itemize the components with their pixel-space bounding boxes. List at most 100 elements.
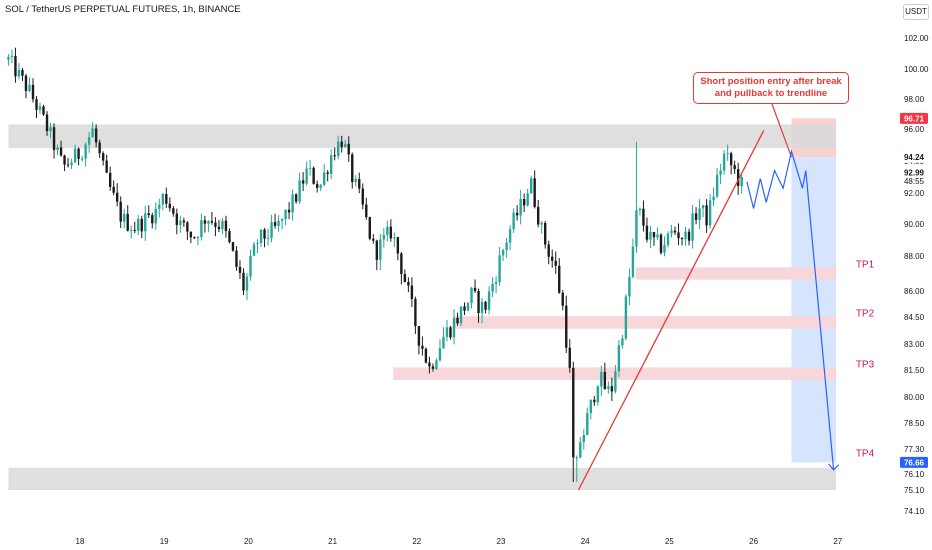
axes: 102.00100.0098.0096.0094.0092.0090.0088.… bbox=[76, 34, 929, 546]
candle bbox=[105, 154, 108, 173]
candle bbox=[154, 202, 157, 230]
x-tick-label: 20 bbox=[244, 537, 253, 546]
candle bbox=[308, 159, 312, 176]
candle bbox=[115, 183, 119, 207]
candle bbox=[228, 228, 231, 244]
x-tick-label: 18 bbox=[76, 537, 85, 546]
candle bbox=[35, 95, 38, 119]
candle bbox=[193, 236, 196, 240]
candle bbox=[659, 233, 663, 255]
trendline bbox=[577, 130, 765, 491]
candle bbox=[512, 208, 515, 233]
x-tick-label: 23 bbox=[497, 537, 506, 546]
candle bbox=[522, 193, 526, 213]
candle bbox=[561, 290, 564, 311]
y-tick-label: 100.00 bbox=[904, 65, 929, 74]
candle bbox=[631, 238, 635, 279]
candle bbox=[98, 139, 101, 158]
resistance-zone bbox=[8, 124, 837, 149]
candle bbox=[624, 294, 628, 341]
projection-path bbox=[746, 149, 835, 470]
candle bbox=[614, 364, 617, 394]
candle bbox=[165, 187, 168, 208]
y-tick-label: 84.50 bbox=[904, 313, 925, 322]
note-pointer bbox=[771, 103, 793, 158]
x-tick-label: 22 bbox=[412, 537, 421, 546]
candle bbox=[270, 214, 273, 243]
candle bbox=[603, 362, 607, 390]
candle bbox=[301, 172, 305, 192]
tp-label: TP1 bbox=[856, 260, 875, 271]
tp-label: TP3 bbox=[856, 360, 875, 371]
y-tick-label: 88.00 bbox=[904, 252, 925, 261]
candle bbox=[7, 53, 10, 66]
candle bbox=[52, 123, 56, 159]
tp-label: TP2 bbox=[856, 308, 875, 319]
candle bbox=[84, 142, 87, 167]
candle bbox=[337, 135, 340, 160]
candle bbox=[252, 241, 256, 257]
y-tick-label: 98.00 bbox=[904, 95, 925, 104]
candle bbox=[315, 180, 319, 193]
candle bbox=[175, 208, 179, 235]
candle bbox=[101, 151, 105, 166]
candle bbox=[515, 205, 519, 221]
candle bbox=[119, 196, 122, 229]
projection-arrowhead bbox=[828, 463, 840, 471]
candle bbox=[322, 163, 326, 187]
candle bbox=[435, 358, 438, 370]
candle bbox=[28, 77, 31, 93]
candle bbox=[529, 175, 533, 194]
candle bbox=[526, 188, 529, 207]
candle bbox=[466, 302, 470, 312]
candle bbox=[77, 147, 80, 166]
candle bbox=[621, 334, 624, 349]
candle bbox=[249, 249, 252, 281]
candle bbox=[263, 227, 266, 248]
candle bbox=[473, 279, 477, 293]
candle bbox=[740, 174, 743, 194]
candle bbox=[705, 199, 708, 233]
candle bbox=[182, 217, 186, 227]
candle bbox=[431, 363, 435, 372]
candle bbox=[712, 187, 715, 207]
candle bbox=[396, 236, 400, 261]
candle bbox=[224, 215, 228, 238]
price-tag-value: 94.24 bbox=[904, 153, 925, 162]
candle bbox=[424, 347, 428, 364]
drawings bbox=[577, 103, 840, 491]
candle bbox=[586, 407, 589, 436]
y-tick-label: 96.00 bbox=[904, 125, 925, 134]
candle bbox=[379, 233, 382, 271]
candle bbox=[333, 147, 336, 161]
candle bbox=[389, 219, 393, 242]
currency-button[interactable]: USDT bbox=[903, 4, 929, 20]
tp-labels: TP1 TP2 TP3 TP4 bbox=[856, 260, 875, 460]
candle bbox=[200, 213, 203, 241]
candle bbox=[245, 273, 249, 301]
candle bbox=[589, 399, 593, 420]
candle bbox=[161, 192, 164, 211]
x-tick-label: 25 bbox=[665, 537, 674, 546]
candle bbox=[677, 223, 680, 246]
candle bbox=[491, 277, 494, 298]
candle bbox=[642, 200, 645, 232]
candle bbox=[340, 135, 343, 153]
note-line-2: and pullback to trendline bbox=[714, 88, 828, 99]
y-tick-label: 76.10 bbox=[904, 470, 925, 479]
candle bbox=[298, 172, 301, 205]
candle bbox=[242, 268, 245, 295]
y-tick-label: 74.10 bbox=[904, 507, 925, 516]
candle bbox=[551, 249, 554, 268]
candle bbox=[463, 302, 466, 316]
candle bbox=[382, 228, 386, 248]
candle bbox=[329, 149, 333, 180]
candle bbox=[666, 231, 670, 248]
candle bbox=[403, 269, 407, 283]
candle bbox=[137, 215, 140, 235]
candle bbox=[540, 220, 543, 234]
x-tick-label: 26 bbox=[749, 537, 758, 546]
candle bbox=[558, 258, 561, 294]
candle bbox=[417, 325, 421, 355]
